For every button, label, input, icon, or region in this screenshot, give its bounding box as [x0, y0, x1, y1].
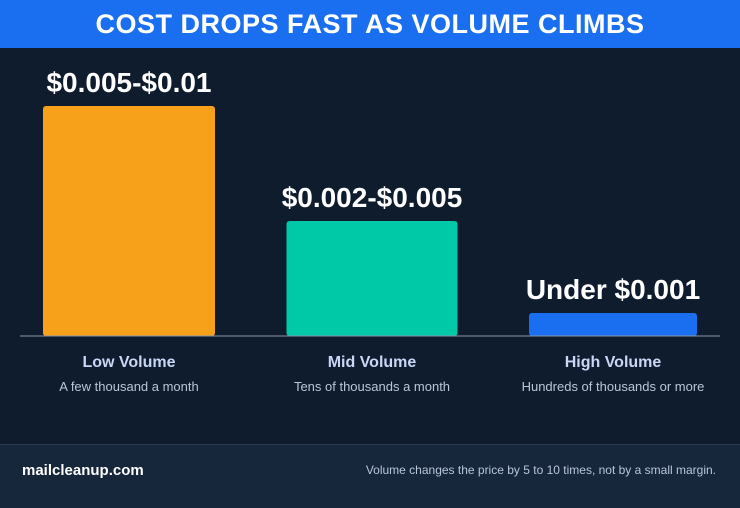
category-subtitle: Hundreds of thousands or more [522, 379, 705, 394]
footer: mailcleanup.com Volume changes the price… [0, 444, 740, 508]
bar-mid-volume [286, 221, 458, 336]
value-label: $0.002-$0.005 [282, 182, 463, 213]
bar-chart: $0.005-$0.01 Low Volume A few thousand a m… [20, 67, 720, 394]
category-label: Mid Volume [328, 354, 417, 371]
bar-low-volume [43, 106, 215, 336]
brand-text: mailcleanup.com [22, 462, 144, 479]
category-label: High Volume [565, 354, 662, 371]
title-bar: COST DROPS FAST AS VOLUME CLIMBS [0, 0, 740, 48]
category-subtitle: Tens of thousands a month [294, 379, 450, 394]
category-subtitle: A few thousand a month [59, 379, 198, 394]
chart-title: COST DROPS FAST AS VOLUME CLIMBS [95, 8, 645, 39]
category-label: Low Volume [82, 354, 175, 371]
footer-note: Volume changes the price by 5 to 10 time… [365, 463, 716, 477]
value-label: Under $0.001 [526, 274, 700, 305]
value-label: $0.005-$0.01 [46, 67, 211, 98]
bar-high-volume [529, 313, 697, 336]
